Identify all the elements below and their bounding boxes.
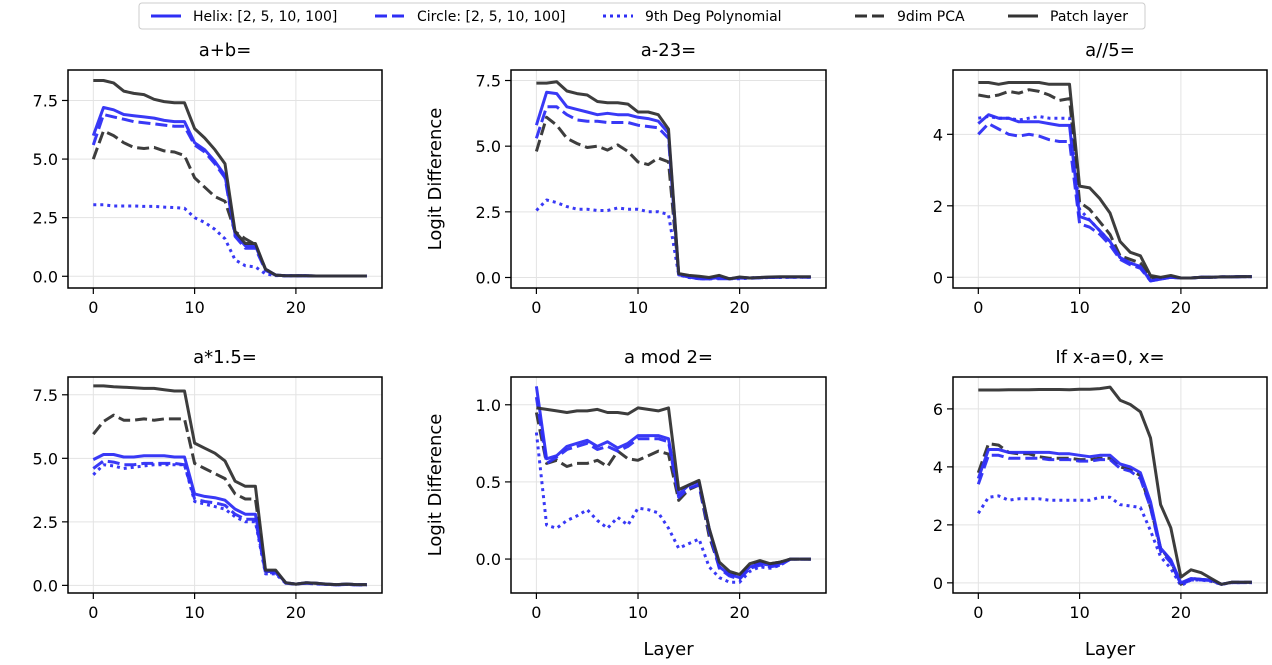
series-line-helix [977, 113, 1252, 283]
y-tick-label: 6 [933, 400, 943, 419]
y-tick-label: 5.0 [33, 150, 58, 169]
series-line-poly [93, 203, 367, 278]
y-tick-label: 0.5 [476, 473, 501, 492]
subplot-title: If x-a=0, x= [1055, 347, 1164, 368]
x-tick-label: 10 [1069, 298, 1089, 317]
y-tick-label: 2 [933, 516, 943, 535]
y-tick-label: 7.5 [33, 91, 58, 110]
legend-label-patch: Patch layer [1050, 9, 1128, 25]
y-tick-label: 5.0 [476, 137, 501, 156]
plot-frame [510, 69, 827, 289]
subplots: 0 10 200.02.55.07.5a+b=0 10 200.02.55.07.5a-… [33, 40, 1268, 660]
subplot-title: a//5= [1085, 40, 1135, 61]
subplot-4: 0 10 20 0.0 2.5 5.0 7.5 a*1.5= [33, 347, 383, 622]
x-tick-label: 0 [531, 298, 541, 317]
y-tick-label: 0.0 [33, 267, 58, 286]
y-tick-label: 1.0 [476, 396, 501, 415]
y-tick-label: 7.5 [33, 386, 58, 405]
plot-frame [510, 376, 827, 594]
x-tick-label: 20 [1171, 298, 1191, 317]
x-tick-label: 10 [628, 603, 648, 622]
x-axis-label: Layer [643, 639, 694, 660]
y-axis-label: Logit Difference [425, 414, 446, 557]
x-tick-label: 20 [1171, 603, 1191, 622]
y-tick-label: 2.5 [476, 203, 501, 222]
y-tick-label: 0.0 [476, 550, 501, 569]
legend: Helix: [2, 5, 10, 100] Circle: [2, 5, 10,… [138, 2, 1146, 30]
series-line-patch [536, 406, 811, 576]
subplot-title: a*1.5= [193, 347, 257, 368]
series-line-poly [534, 432, 811, 584]
x-tick-label: 20 [729, 298, 749, 317]
series-line-pca [91, 129, 367, 278]
subplot-1: 0 10 20 0.0 2.5 5.0 7.5 a+b= [33, 40, 383, 317]
y-tick-label: 0.0 [476, 268, 501, 287]
subplot-2: 0 10 20 0.0 2.5 5.0 7.5 a-23= Logit Difference [425, 40, 827, 317]
y-tick-label: 2.5 [33, 513, 58, 532]
y-tick-label: 7.5 [476, 72, 501, 91]
x-tick-label: 0 [531, 603, 541, 622]
series-line-circle [977, 122, 1252, 283]
x-tick-label: 20 [286, 603, 306, 622]
x-tick-label: 20 [286, 298, 306, 317]
x-tick-label: 0 [88, 603, 98, 622]
x-tick-label: 0 [88, 298, 98, 317]
x-tick-label: 10 [184, 603, 204, 622]
y-tick-label: 4 [933, 458, 943, 477]
series-line-helix [976, 448, 1252, 586]
series-line-pca [92, 413, 367, 587]
series-line-circle [92, 459, 367, 587]
series-line-patch [536, 80, 811, 281]
series-line-circle [534, 396, 811, 581]
series-line-patch [978, 385, 1252, 586]
x-tick-label: 10 [184, 298, 204, 317]
subplot-6: 0 10 20 0 2 4 6 If x-a=0, x= Layer [933, 347, 1268, 660]
y-tick-label: 0 [933, 574, 943, 593]
series-line-circle [976, 453, 1252, 586]
subplot-title: a+b= [199, 40, 252, 61]
series-line-patch [978, 81, 1252, 280]
y-tick-label: 0.0 [33, 576, 58, 595]
legend-label-poly: 9th Deg Polynomial [645, 9, 782, 25]
series-line-poly [92, 463, 367, 587]
x-tick-label: 10 [1069, 603, 1089, 622]
y-tick-label: 4 [933, 125, 943, 144]
x-tick-label: 20 [729, 603, 749, 622]
y-tick-label: 5.0 [33, 449, 58, 468]
y-tick-label: 2.5 [33, 209, 58, 228]
subplot-title: a mod 2= [624, 347, 713, 368]
legend-frame [138, 2, 1146, 30]
plot-frame [67, 69, 383, 289]
x-axis-label: Layer [1085, 639, 1136, 660]
plot-frame [952, 69, 1268, 289]
legend-label-helix: Helix: [2, 5, 10, 100] [193, 9, 337, 25]
series-line-poly [977, 494, 1252, 588]
subplot-title: a-23= [641, 40, 697, 61]
y-tick-label: 0 [933, 268, 943, 287]
legend-label-circle: Circle: [2, 5, 10, 100] [417, 9, 565, 25]
plot-frame [67, 376, 383, 594]
series-line-helix [534, 386, 811, 580]
x-tick-label: 10 [628, 298, 648, 317]
series-line-patch [93, 384, 367, 587]
x-tick-label: 0 [973, 603, 983, 622]
plot-frame [952, 376, 1268, 594]
y-tick-label: 2 [933, 197, 943, 216]
series-line-patch [93, 79, 367, 278]
subplot-5: 0 10 20 0.0 0.5 1.0 a mod 2= Logit Difference La… [425, 347, 827, 660]
legend-label-pca: 9dim PCA [897, 9, 965, 25]
x-tick-label: 0 [973, 298, 983, 317]
y-axis-label: Logit Difference [425, 108, 446, 251]
subplot-3: 0 10 20 0 2 4 a//5= [933, 40, 1268, 317]
